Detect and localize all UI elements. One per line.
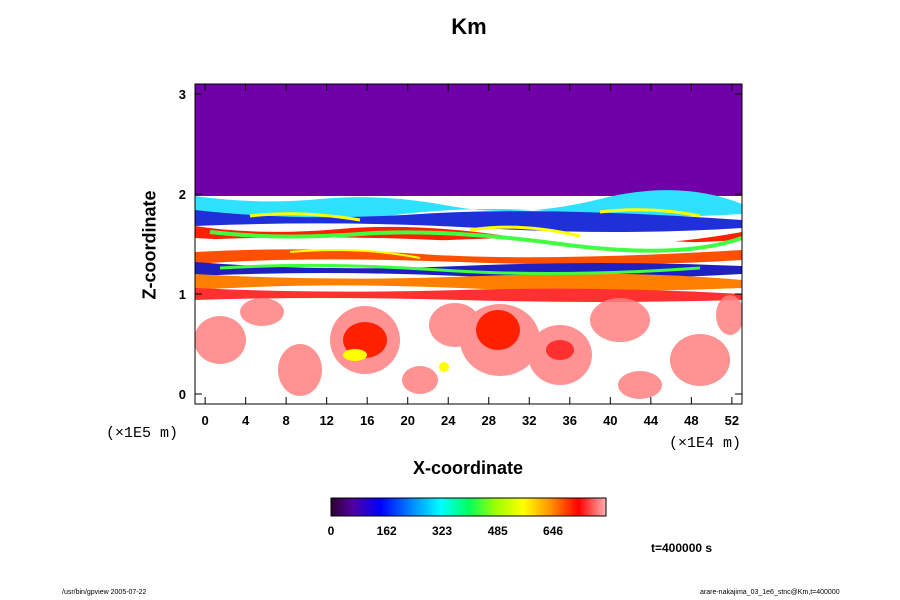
colorbar-tick-label: 0 [328,524,335,538]
colorbar-ticks: 0 162 323 485 646 [328,524,564,538]
colorbar [330,497,607,517]
x-tick-label: 24 [441,413,456,428]
x-tick-label: 0 [202,413,209,428]
x-tick-label: 44 [644,413,659,428]
x-tick-label: 28 [482,413,496,428]
x-axis-scale-note: (×1E4 m) [669,435,742,452]
lower-region-highlights [343,310,574,372]
x-tick-label: 32 [522,413,536,428]
y-axis-label: Z-coordinate [139,190,160,300]
y-tick-label: 3 [179,87,186,102]
layered-band [195,190,742,302]
chart-title: Km [451,14,487,39]
y-tick-label: 2 [179,187,186,202]
colorbar-tick-label: 485 [488,524,508,538]
y-tick-label: 1 [179,287,186,302]
x-tick-label: 16 [360,413,374,428]
colorbar-tick-label: 162 [377,524,397,538]
x-tick-label: 52 [725,413,739,428]
x-tick-label: 20 [400,413,414,428]
colorbar-tick-label: 323 [432,524,452,538]
y-axis-scale-note: (×1E5 m) [106,425,179,442]
footer-source: arare-nakajima_03_1e6_stnc@Km,t=400000 [700,589,840,596]
x-tick-label: 40 [603,413,617,428]
upper-uniform-region [195,84,742,196]
x-tick-label: 12 [319,413,333,428]
footer-command: /usr/bin/gpview 2005-07-22 [62,589,147,596]
x-tick-label: 8 [283,413,290,428]
plot-frame [194,83,743,405]
x-tick-label: 48 [684,413,698,428]
time-annotation: t=400000 s [651,541,713,555]
x-axis-ticks: 0 4 8 12 16 20 24 28 32 36 40 44 48 52 [202,84,739,428]
heatmap-field [195,84,742,404]
colorbar-tick-label: 646 [543,524,563,538]
x-tick-label: 4 [242,413,250,428]
x-axis-label: X-coordinate [412,458,523,478]
x-tick-label: 36 [563,413,577,428]
y-tick-label: 0 [179,387,186,402]
y-axis-ticks: 0 1 2 3 [179,87,742,402]
